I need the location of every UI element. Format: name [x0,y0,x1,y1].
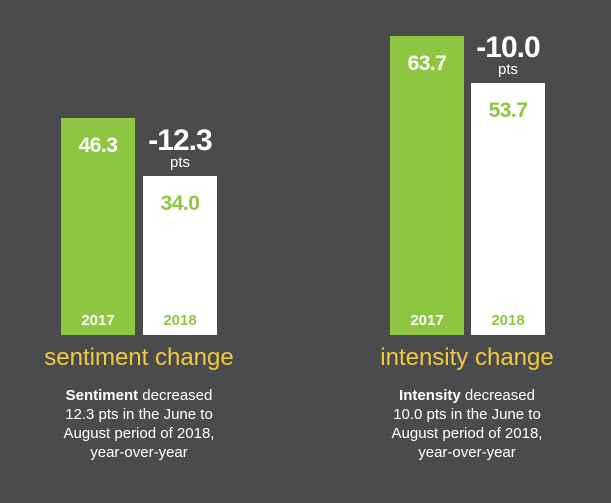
bar-year-label: 2018 [163,311,197,329]
change-unit: pts [497,61,518,79]
bar-value-label: 63.7 [407,52,447,76]
description-line: year-over-year [418,444,516,461]
bar-year-label: 2018 [491,311,525,329]
description-line: August period of 2018, [391,425,543,442]
bar-2018: 34.0 2018 [143,175,217,335]
description-line: decreased [460,387,535,404]
change-unit: pts [169,153,190,171]
chart-title: sentiment change [44,344,234,371]
bar-year-label: 2017 [81,312,115,329]
bar-value-label: 53.7 [488,99,528,123]
description-line: 10.0 pts in the June to [393,406,541,423]
description-line: 12.3 pts in the June to [65,406,213,423]
change-label: -10.0 pts [471,31,545,79]
bar-value-label: 46.3 [78,134,118,157]
bar-2017: 63.7 2017 [390,36,464,335]
description-line: year-over-year [90,444,188,461]
sentiment-panel: 46.3 2017 34.0 2018 -12.3 pts sentiment … [0,0,300,503]
description-bold: Sentiment [65,387,139,404]
bar-2018: 53.7 2018 [471,83,545,335]
change-label: -12.3 pts [143,123,217,171]
chart-description: Sentiment decreased 12.3 pts in the June… [0,386,278,462]
bar-2017: 46.3 2017 [61,118,135,335]
description-line: August period of 2018, [63,425,215,442]
change-value: -10.0 [476,31,540,65]
bar-value-label: 34.0 [160,191,200,215]
chart-title: intensity change [380,344,554,371]
chart-description: Intensity decreased 10.0 pts in the June… [367,386,567,462]
bar-year-label: 2017 [410,311,444,329]
change-value: -12.3 [148,123,212,157]
description-bold: Intensity [399,387,461,404]
description-line: decreased [138,387,213,404]
